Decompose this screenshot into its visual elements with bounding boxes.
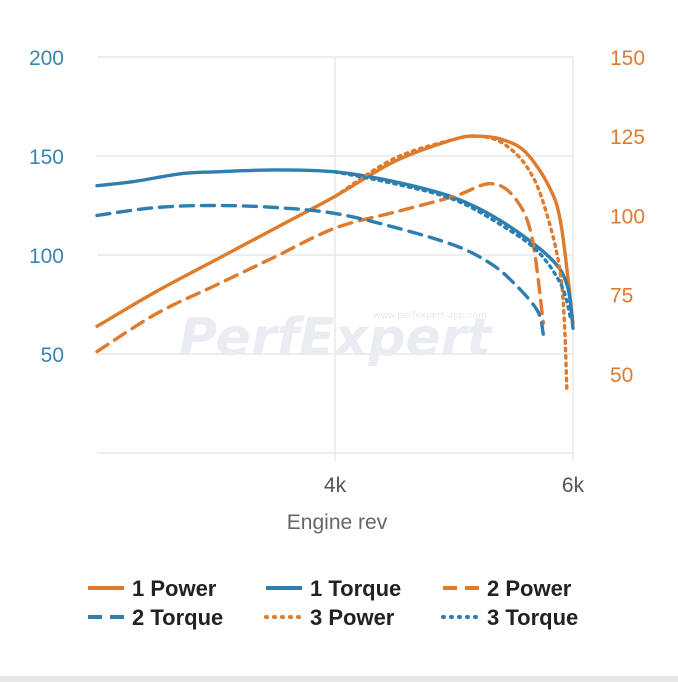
y-left-tick-label: 150 [29, 146, 64, 169]
legend: 1 Power 1 Torque 2 Power 2 Torque 3 Power 3 T… [88, 576, 578, 630]
x-tick-label: 6k [562, 474, 585, 497]
y-right-tick-label: 125 [610, 126, 645, 149]
series-lines [95, 134, 575, 395]
watermark-url: www.perfexpert-app.com [373, 311, 487, 321]
legend-label: 2 Torque [132, 605, 223, 630]
watermark: PerfExpert www.perfexpert-app.com [179, 308, 493, 368]
x-tick-label: 4k [324, 474, 347, 497]
bottom-edge [0, 676, 678, 682]
legend-label: 3 Torque [487, 605, 578, 630]
series-line-3-power [333, 134, 569, 395]
watermark-logo: PerfExpert [179, 308, 493, 368]
tick-labels: 50 100 150 200 50 75 100 125 150 4k 6k [29, 47, 645, 497]
x-axis-title: Engine rev [287, 511, 388, 534]
series-line-3-torque [333, 170, 573, 321]
y-left-tick-label: 200 [29, 47, 64, 70]
y-right-tick-label: 75 [610, 285, 633, 308]
legend-label: 2 Power [487, 576, 572, 601]
series-line-2-power [95, 182, 545, 354]
legend-label: 1 Power [132, 576, 217, 601]
legend-label: 1 Torque [310, 576, 401, 601]
y-left-tick-label: 50 [41, 344, 64, 367]
y-right-tick-label: 50 [610, 364, 633, 387]
y-right-tick-label: 150 [610, 47, 645, 70]
grid [97, 56, 574, 461]
y-left-tick-label: 100 [29, 245, 64, 268]
legend-label: 3 Power [310, 605, 395, 630]
y-right-tick-label: 100 [610, 205, 645, 228]
series-line-2-torque [95, 203, 545, 336]
